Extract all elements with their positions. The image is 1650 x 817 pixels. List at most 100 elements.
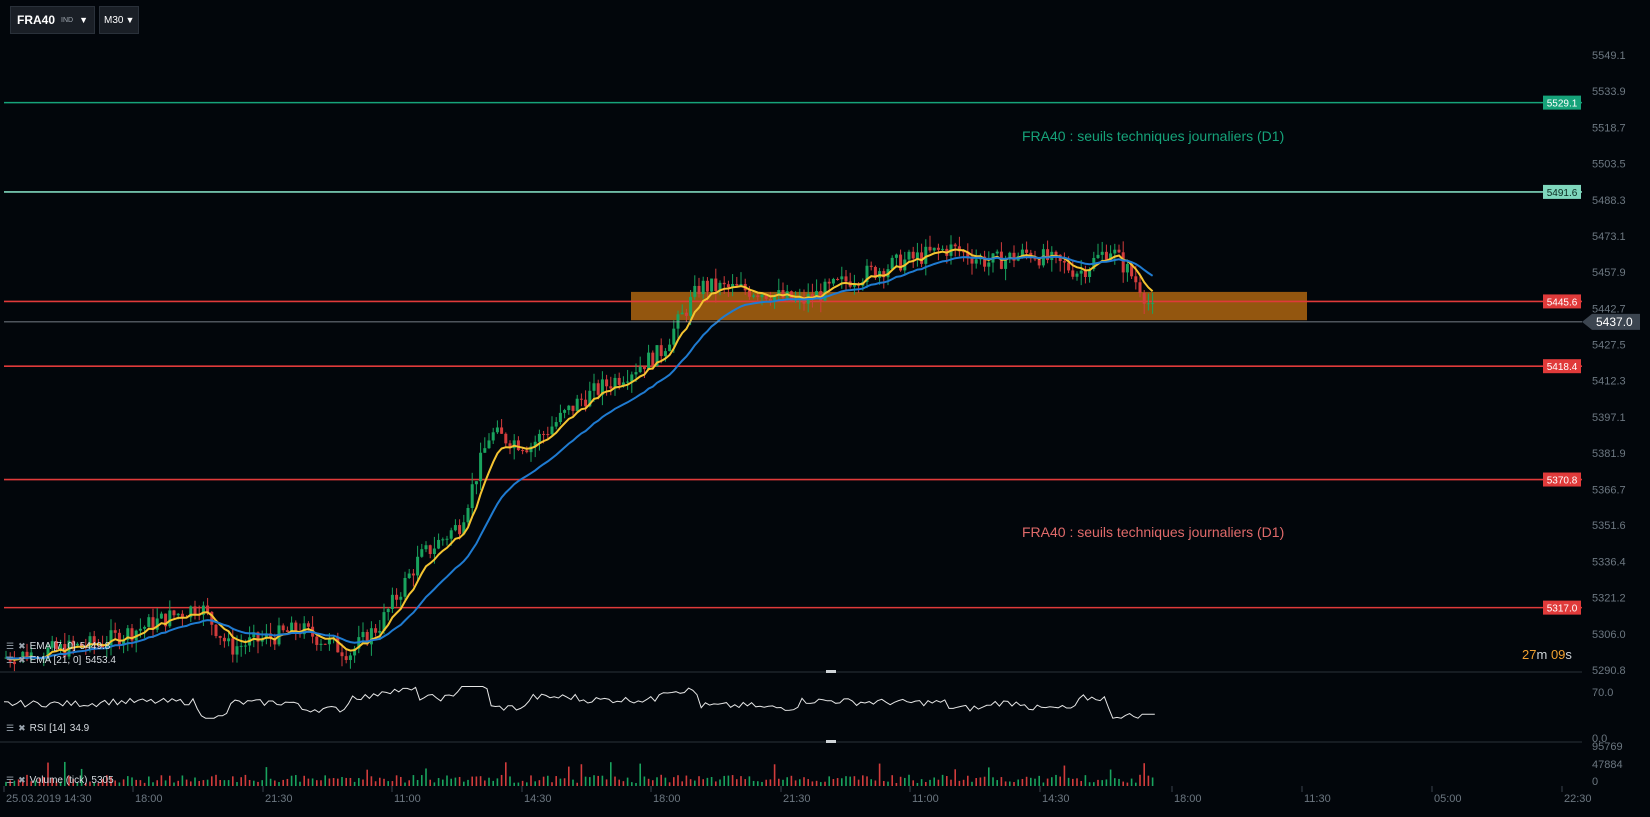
volume-bar (811, 781, 814, 786)
timeframe-label: M30 (104, 14, 124, 26)
volume-bar (505, 762, 507, 786)
volume-bar (433, 782, 436, 786)
candle-body (894, 254, 898, 258)
candle-body (231, 638, 235, 655)
candle-body (1134, 276, 1138, 283)
legend-ema-fast: ☰ ✖ EMA [7, 0] 5449.8 (6, 641, 110, 652)
candle-body (773, 295, 777, 302)
settings-icon[interactable]: ☰ (6, 775, 15, 785)
candle-body (747, 290, 751, 297)
close-icon[interactable]: ✖ (18, 723, 26, 733)
volume-bar (740, 776, 742, 786)
volume-bar (425, 768, 427, 786)
candle-body (546, 434, 550, 436)
candle-body (252, 632, 256, 638)
volume-bar (1067, 777, 1070, 786)
legend-rsi: ☰ ✖ RSI [14] 34.9 (6, 723, 89, 734)
candle-body (659, 345, 663, 357)
volume-bar (521, 780, 524, 786)
volume-bar (719, 779, 721, 786)
volume-bar (1105, 779, 1108, 786)
volume-bar (841, 778, 843, 786)
volume-bar (626, 777, 629, 786)
candle-body (907, 251, 911, 260)
candle-body (676, 314, 680, 329)
volume-bar (244, 774, 247, 786)
candle-body (59, 643, 63, 649)
candle-body (1067, 262, 1071, 271)
candle-body (1138, 282, 1142, 294)
close-icon[interactable]: ✖ (18, 775, 26, 785)
volume-bar (559, 778, 562, 786)
price-tick-label: 5457.9 (1592, 267, 1626, 279)
candle-body (256, 632, 260, 642)
volume-bar (1063, 765, 1066, 786)
volume-bar (765, 779, 767, 786)
candle-body (273, 638, 277, 645)
candle-body (823, 281, 827, 301)
ema-fast-line (5, 248, 1154, 661)
candle-body (348, 655, 352, 661)
candle-body (210, 611, 214, 625)
candle-body (987, 262, 991, 267)
volume-bar (1101, 780, 1103, 786)
volume-bar (408, 780, 410, 786)
candle-body (953, 244, 957, 247)
candle-body (701, 280, 705, 295)
volume-bar (299, 781, 301, 786)
volume-bar (1151, 777, 1154, 786)
settings-icon[interactable]: ☰ (6, 655, 15, 665)
level-tag-label: 5370.8 (1547, 476, 1578, 487)
volume-bar (110, 776, 112, 786)
volume-bar (580, 764, 583, 786)
volume-bar (685, 775, 688, 786)
volume-bar (442, 779, 444, 786)
volume-bar (265, 767, 268, 786)
time-tick-label: 14:30 (1042, 793, 1070, 805)
candle-body (705, 280, 709, 292)
ema-fast-value: 5449.8 (79, 641, 111, 652)
volume-bar (13, 780, 16, 786)
candle-body (386, 608, 390, 613)
volume-bar (744, 779, 746, 786)
timeframe-selector[interactable]: M30 ▼ (99, 6, 140, 34)
candle-body (626, 381, 630, 383)
volume-bar (1030, 777, 1032, 786)
candle-body (542, 433, 546, 435)
close-icon[interactable]: ✖ (18, 655, 26, 665)
countdown-seconds: 09 (1550, 647, 1566, 662)
candle-body (420, 549, 424, 557)
candle-body (214, 624, 218, 637)
volume-bar (164, 780, 167, 786)
volume-bar (874, 780, 877, 786)
candle-body (638, 366, 642, 373)
volume-bar (681, 781, 683, 786)
volume-bar (202, 780, 205, 786)
symbol-selector[interactable]: FRA40 IND ▼ (10, 6, 95, 34)
candle-body (873, 266, 877, 278)
volume-bar (597, 775, 599, 786)
volume-bar (752, 780, 755, 786)
candle-body (113, 630, 117, 633)
volume-bar (727, 775, 730, 786)
volume-bar (269, 778, 272, 786)
volume-bar (736, 779, 738, 786)
volume-bar (278, 782, 280, 786)
close-icon[interactable]: ✖ (18, 641, 26, 651)
volume-bar (866, 776, 868, 786)
volume-bar (1118, 778, 1120, 786)
volume-bar (673, 777, 675, 786)
candle-body (714, 278, 718, 291)
time-tick-label: 22:30 (1564, 793, 1592, 805)
candle-body (462, 522, 466, 535)
toolbar: FRA40 IND ▼ M30 ▼ (10, 6, 140, 34)
volume-bar (379, 777, 381, 786)
volume-bar (139, 780, 142, 786)
settings-icon[interactable]: ☰ (6, 723, 15, 733)
candle-body (399, 596, 403, 600)
settings-icon[interactable]: ☰ (6, 641, 15, 651)
candle-body (962, 251, 966, 253)
volume-bar (668, 782, 671, 786)
